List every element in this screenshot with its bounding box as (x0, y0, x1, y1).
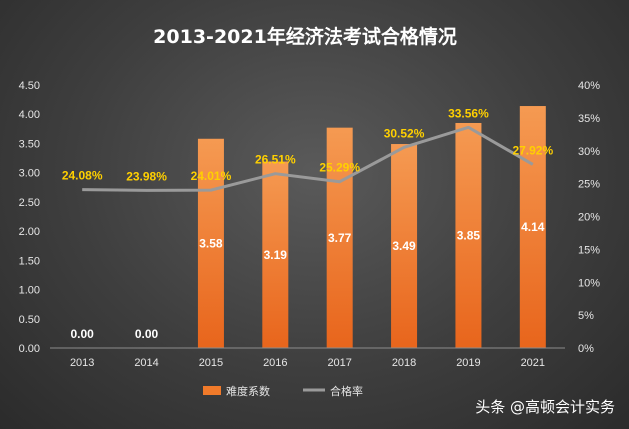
left-axis-tick-label: 0.00 (19, 343, 40, 355)
x-axis-tick-label: 2014 (134, 357, 158, 369)
rate-value-label: 23.98% (126, 169, 167, 183)
bar-value-label: 3.19 (264, 248, 288, 262)
bar (326, 127, 353, 348)
bar (391, 144, 418, 348)
rate-value-label: 25.29% (319, 161, 360, 175)
x-axis-tick-label: 2021 (521, 357, 545, 369)
rate-value-label: 24.01% (191, 169, 232, 183)
left-axis-tick-label: 2.50 (19, 197, 40, 209)
right-axis-tick-label: 10% (578, 277, 600, 289)
chart-title: 2013-2021年经济法考试合格情况 (153, 25, 457, 48)
bars (197, 106, 546, 348)
data-labels: 0.00 0.00 3.58 3.19 3.77 3.49 3.85 4.14 24.08% 23… (62, 106, 554, 341)
bar-value-label: 0.00 (135, 327, 159, 341)
right-axis-tick-label: 30% (578, 146, 600, 158)
x-axis-tick-label: 2018 (392, 357, 416, 369)
bar (519, 106, 546, 348)
credit-text: 头条 @高顿会计实务 (475, 398, 615, 416)
legend-bar-swatch (203, 386, 221, 395)
right-axis-tick-label: 25% (578, 179, 600, 191)
right-axis-tick-label: 5% (578, 310, 594, 322)
right-axis-tick-label: 20% (578, 212, 600, 224)
left-axis: 0.00 0.50 1.00 1.50 2.00 2.50 3.00 3.50 4.00 4.50 (19, 80, 40, 355)
bar (262, 161, 289, 348)
x-axis-tick-label: 2019 (456, 357, 480, 369)
left-axis-tick-label: 0.50 (19, 314, 40, 326)
legend-line-label: 合格率 (330, 384, 363, 398)
left-axis-tick-label: 2.00 (19, 226, 40, 238)
bar-value-label: 4.14 (521, 220, 545, 234)
left-axis-tick-label: 1.00 (19, 285, 40, 297)
right-axis: 0% 5% 10% 15% 20% 25% 30% 35% 40% (578, 80, 600, 355)
rate-value-label: 26.51% (255, 153, 296, 167)
x-axis: 2013 2014 2015 2016 2017 2018 2019 2021 (50, 347, 565, 369)
x-axis-tick-label: 2016 (263, 357, 287, 369)
left-axis-tick-label: 4.50 (19, 80, 40, 92)
bar-value-label: 0.00 (71, 327, 95, 341)
rate-series-line (82, 125, 534, 192)
right-axis-tick-label: 0% (578, 343, 594, 355)
bar-value-label: 3.85 (457, 228, 481, 242)
bar-value-label: 3.77 (328, 231, 352, 245)
bar (197, 138, 224, 348)
rate-value-label: 27.92% (512, 143, 553, 157)
rate-value-label: 24.08% (62, 169, 103, 183)
x-axis-tick-label: 2013 (70, 357, 94, 369)
left-axis-tick-label: 4.00 (19, 109, 40, 121)
bar (455, 122, 482, 348)
rate-value-label: 30.52% (384, 126, 425, 140)
x-axis-tick-label: 2017 (327, 357, 351, 369)
x-axis-tick-label: 2015 (199, 357, 223, 369)
left-axis-tick-label: 3.00 (19, 168, 40, 180)
bar-value-label: 3.58 (199, 236, 223, 250)
left-axis-tick-label: 1.50 (19, 255, 40, 267)
right-axis-tick-label: 15% (578, 244, 600, 256)
right-axis-tick-label: 35% (578, 113, 600, 125)
rate-value-label: 33.56% (448, 106, 489, 120)
legend-bar-label: 难度系数 (226, 384, 270, 398)
legend: 难度系数 合格率 (203, 384, 363, 398)
rate-line (82, 125, 534, 192)
right-axis-tick-label: 40% (578, 80, 600, 92)
bar-value-label: 3.49 (392, 239, 416, 253)
left-axis-tick-label: 3.50 (19, 138, 40, 150)
